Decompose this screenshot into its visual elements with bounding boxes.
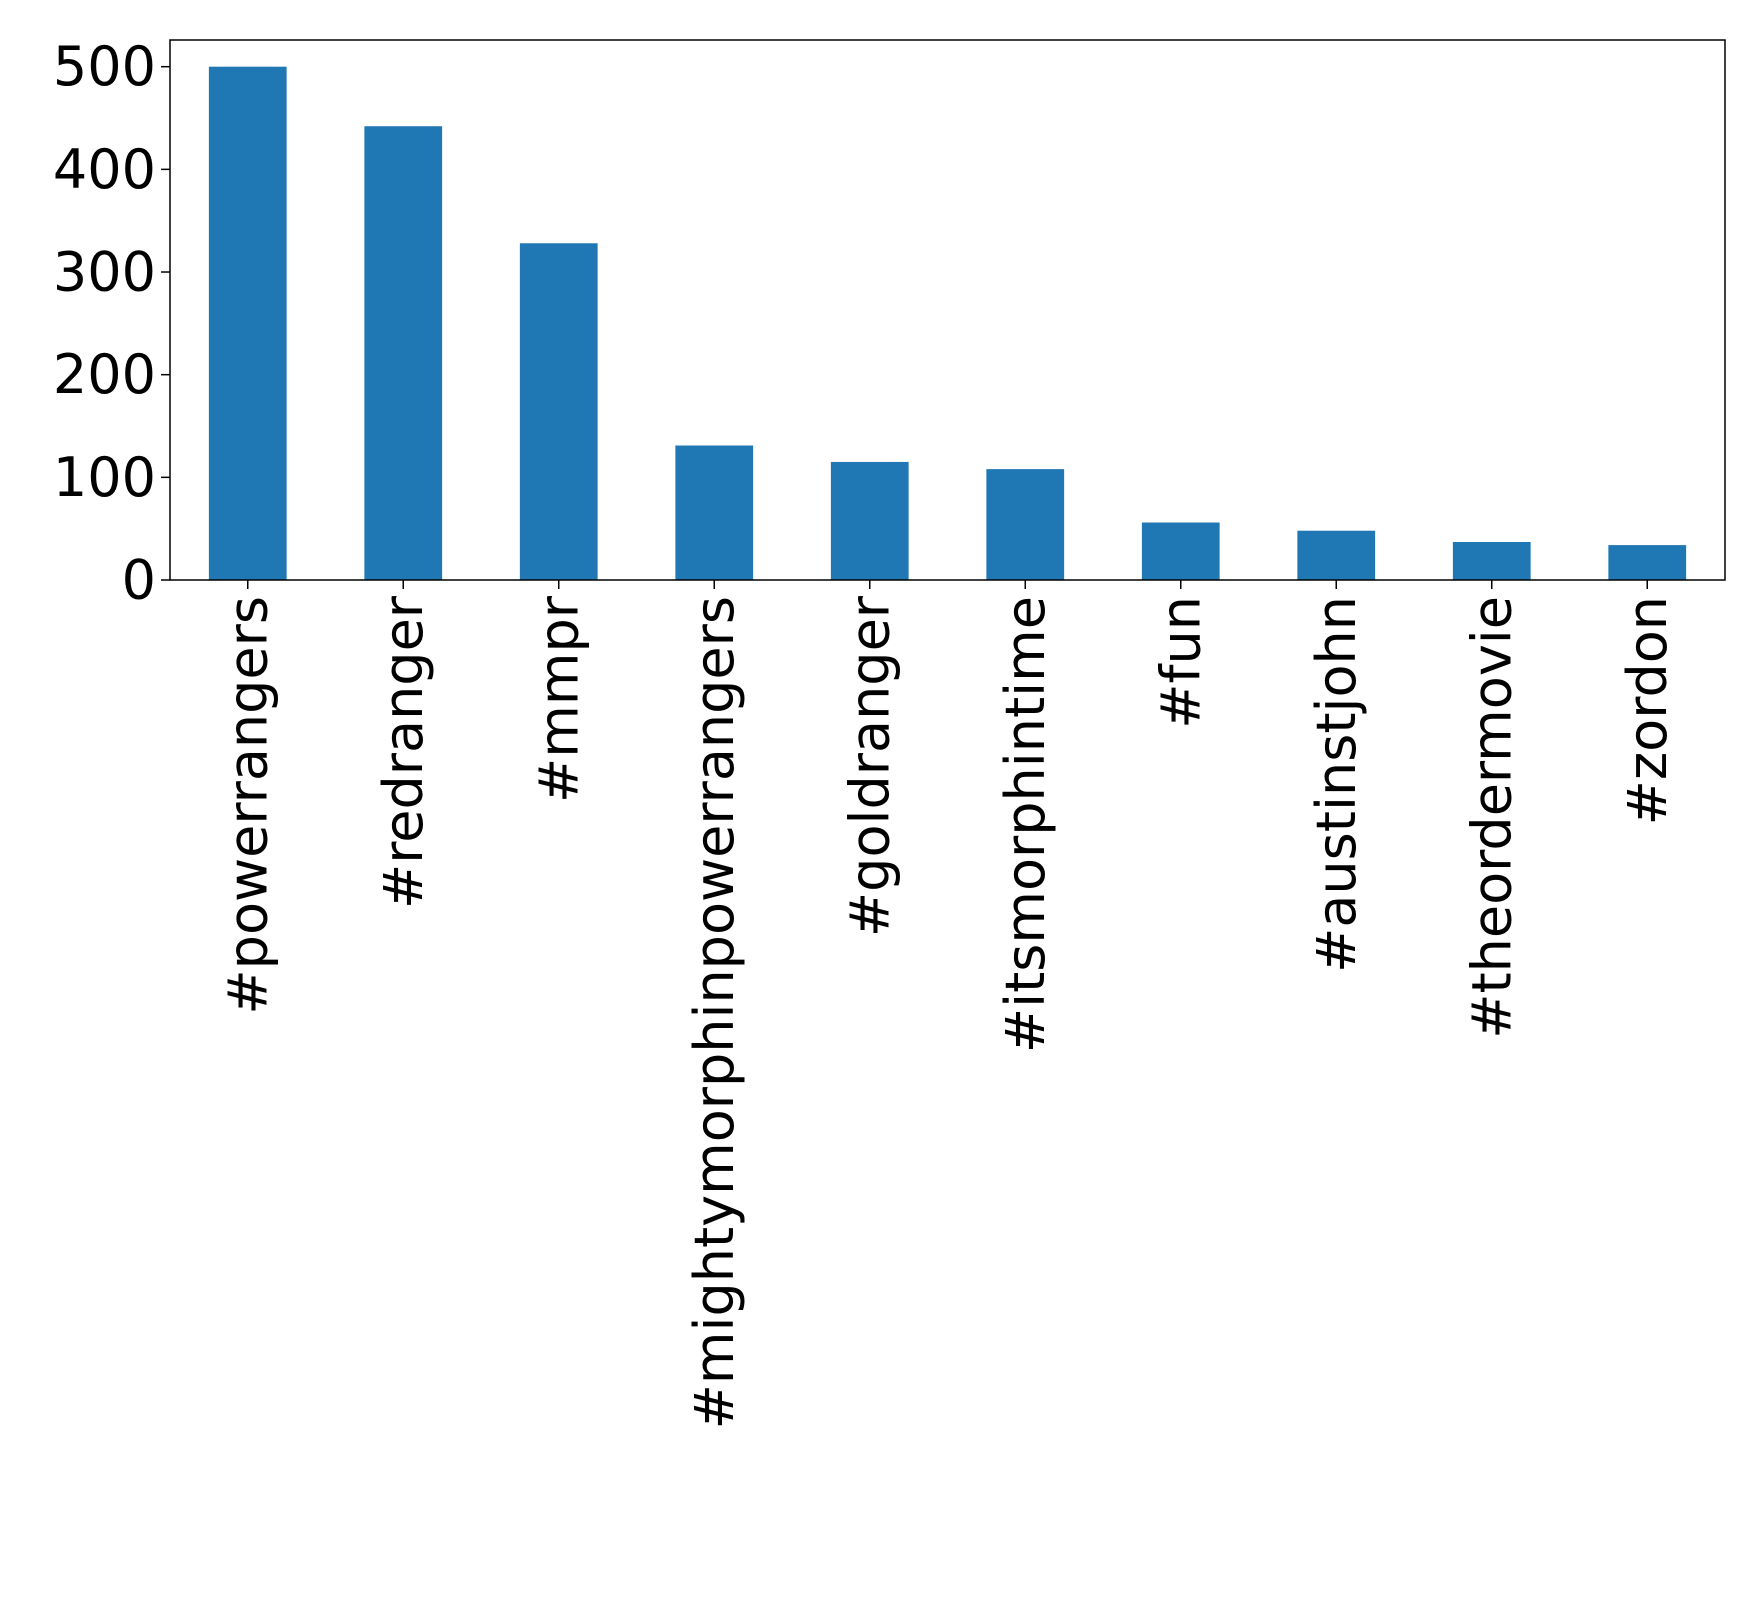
plot-frame <box>169 39 1726 581</box>
bar-austinstjohn <box>1297 530 1376 580</box>
y-tick-label: 200 <box>53 343 156 406</box>
y-tick-label: 300 <box>53 241 156 304</box>
x-tick-label: #austinstjohn <box>1305 596 1368 973</box>
x-tick-label: #fun <box>1149 596 1212 729</box>
bar-mightymorphinpowerrangers <box>675 445 754 580</box>
x-axis: #powerrangers #redranger #mmpr #mightymorph… <box>216 580 1679 1429</box>
y-tick-label: 400 <box>53 138 156 201</box>
x-tick-label: #powerrangers <box>216 596 279 1015</box>
y-axis: 0 100 200 300 400 500 <box>53 35 170 612</box>
bar-powerrangers <box>208 66 287 580</box>
bar-itsmorphintime <box>986 469 1065 580</box>
bar-theordermovie <box>1452 542 1531 580</box>
y-tick-label: 0 <box>122 549 156 612</box>
x-tick-label: #redranger <box>372 595 435 909</box>
x-tick-label: #mmpr <box>527 595 590 803</box>
x-tick-label: #mightymorphinpowerrangers <box>683 596 746 1429</box>
bar-redranger <box>364 126 443 580</box>
x-tick-label: #zordon <box>1616 596 1679 825</box>
bar-mmpr <box>519 243 598 580</box>
y-tick-label: 500 <box>53 35 156 98</box>
bar-zordon <box>1608 545 1687 580</box>
bar-fun <box>1141 522 1220 580</box>
bar-goldranger <box>830 461 909 580</box>
y-tick-label: 100 <box>53 446 156 509</box>
bars-layer <box>208 66 1687 580</box>
x-tick-label: #theordermovie <box>1460 596 1523 1039</box>
x-tick-label: #itsmorphintime <box>994 596 1057 1053</box>
x-tick-label: #goldranger <box>838 595 901 937</box>
